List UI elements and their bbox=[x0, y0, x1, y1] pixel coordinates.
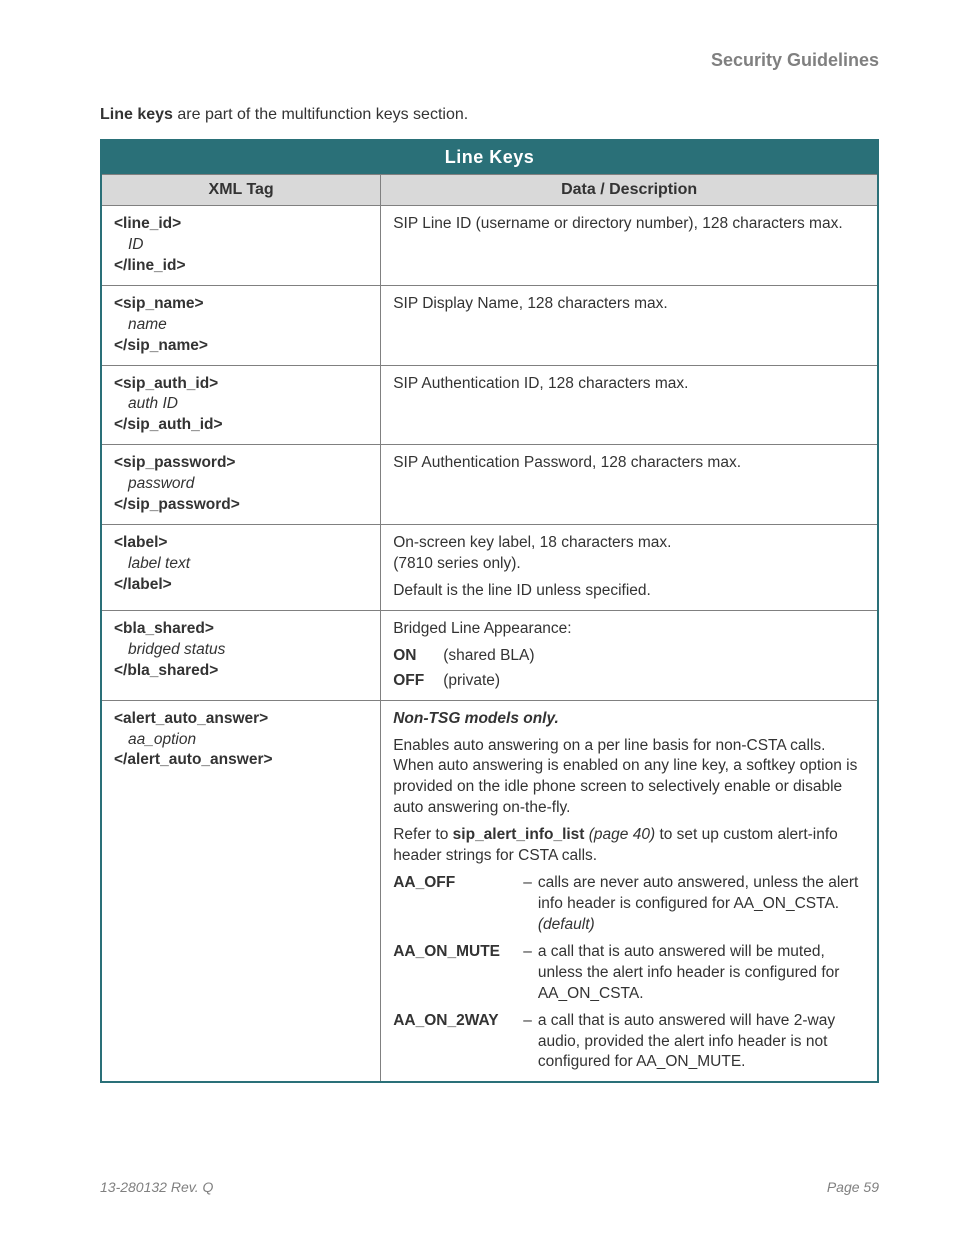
option-key: AA_OFF bbox=[393, 873, 523, 936]
option-key: ON bbox=[393, 646, 443, 667]
intro-lead: Line keys bbox=[100, 106, 173, 123]
page-footer: 13-280132 Rev. Q Page 59 bbox=[100, 1179, 879, 1195]
table-row: <label> label text </label> On-screen ke… bbox=[101, 525, 878, 611]
xml-tag-value: bridged status bbox=[114, 640, 225, 661]
desc-cell: Bridged Line Appearance: ON (shared BLA)… bbox=[381, 610, 878, 700]
xml-tag-value: auth ID bbox=[114, 394, 178, 415]
xml-tag-value: aa_option bbox=[114, 730, 196, 751]
xml-tag-close: </alert_auto_answer> bbox=[114, 751, 273, 768]
xml-tag-close: </label> bbox=[114, 576, 172, 593]
line-keys-table: Line Keys XML Tag Data / Description <li… bbox=[100, 139, 879, 1083]
option-value-text: calls are never auto answered, unless th… bbox=[538, 874, 859, 912]
intro-rest: are part of the multifunction keys secti… bbox=[173, 106, 468, 123]
xml-tag-open: <sip_password> bbox=[114, 454, 235, 471]
desc-para: Refer to sip_alert_info_list (page 40) t… bbox=[393, 825, 865, 867]
desc-lead: Bridged Line Appearance: bbox=[393, 620, 571, 637]
desc-cell: On-screen key label, 18 characters max. … bbox=[381, 525, 878, 611]
desc-para: Enables auto answering on a per line bas… bbox=[393, 736, 865, 820]
desc-ref-bold: sip_alert_info_list bbox=[453, 826, 585, 843]
footer-docid: 13-280132 Rev. Q bbox=[100, 1179, 213, 1195]
table-title-cell: Line Keys bbox=[101, 140, 878, 175]
xml-cell: <alert_auto_answer> aa_option </alert_au… bbox=[101, 700, 381, 1082]
xml-cell: <line_id> ID </line_id> bbox=[101, 206, 381, 286]
col-header-xml: XML Tag bbox=[101, 175, 381, 206]
xml-tag-open: <sip_auth_id> bbox=[114, 375, 218, 392]
table-row: <line_id> ID </line_id> SIP Line ID (use… bbox=[101, 206, 878, 286]
xml-tag-close: </sip_password> bbox=[114, 496, 240, 513]
xml-cell: <label> label text </label> bbox=[101, 525, 381, 611]
xml-tag-open: <bla_shared> bbox=[114, 620, 214, 637]
option-row: OFF (private) bbox=[393, 671, 865, 692]
option-key: OFF bbox=[393, 671, 443, 692]
option-row: ON (shared BLA) bbox=[393, 646, 865, 667]
option-key: AA_ON_2WAY bbox=[393, 1011, 523, 1074]
xml-tag-close: </sip_name> bbox=[114, 337, 208, 354]
xml-tag-close: </bla_shared> bbox=[114, 662, 218, 679]
xml-tag-value: label text bbox=[114, 554, 190, 575]
xml-tag-close: </sip_auth_id> bbox=[114, 416, 223, 433]
option-row: AA_ON_MUTE – a call that is auto answere… bbox=[393, 942, 865, 1005]
xml-tag-value: name bbox=[114, 315, 167, 336]
xml-tag-close: </line_id> bbox=[114, 257, 186, 274]
desc-ref-page: (page 40) bbox=[584, 826, 655, 843]
option-row: AA_ON_2WAY – a call that is auto answere… bbox=[393, 1011, 865, 1074]
xml-cell: <bla_shared> bridged status </bla_shared… bbox=[101, 610, 381, 700]
table-row: <sip_name> name </sip_name> SIP Display … bbox=[101, 285, 878, 365]
table-row: <bla_shared> bridged status </bla_shared… bbox=[101, 610, 878, 700]
option-separator: – bbox=[523, 942, 538, 1005]
option-key: AA_ON_MUTE bbox=[393, 942, 523, 1005]
xml-tag-open: <alert_auto_answer> bbox=[114, 710, 268, 727]
option-row: AA_OFF – calls are never auto answered, … bbox=[393, 873, 865, 936]
desc-line: Default is the line ID unless specified. bbox=[393, 581, 865, 602]
option-value: a call that is auto answered will be mut… bbox=[538, 942, 865, 1005]
option-separator: – bbox=[523, 873, 538, 936]
desc-line: On-screen key label, 18 characters max. bbox=[393, 534, 671, 551]
desc-cell: SIP Display Name, 128 characters max. bbox=[381, 285, 878, 365]
desc-cell: Non-TSG models only. Enables auto answer… bbox=[381, 700, 878, 1082]
xml-tag-value: ID bbox=[114, 235, 144, 256]
table-row: <sip_password> password </sip_password> … bbox=[101, 445, 878, 525]
xml-tag-open: <line_id> bbox=[114, 215, 181, 232]
table-header-row: XML Tag Data / Description bbox=[101, 175, 878, 206]
desc-cell: SIP Authentication Password, 128 charact… bbox=[381, 445, 878, 525]
desc-line: (7810 series only). bbox=[393, 555, 521, 572]
desc-note: Non-TSG models only. bbox=[393, 710, 559, 727]
option-value: calls are never auto answered, unless th… bbox=[538, 873, 865, 936]
table-row: <sip_auth_id> auth ID </sip_auth_id> SIP… bbox=[101, 365, 878, 445]
xml-tag-open: <label> bbox=[114, 534, 167, 551]
col-header-desc: Data / Description bbox=[381, 175, 878, 206]
table-row: <alert_auto_answer> aa_option </alert_au… bbox=[101, 700, 878, 1082]
desc-text: Refer to bbox=[393, 826, 452, 843]
section-header: Security Guidelines bbox=[100, 50, 879, 71]
option-value: (private) bbox=[443, 671, 865, 692]
xml-cell: <sip_auth_id> auth ID </sip_auth_id> bbox=[101, 365, 381, 445]
footer-page-number: Page 59 bbox=[827, 1179, 879, 1195]
option-value: a call that is auto answered will have 2… bbox=[538, 1011, 865, 1074]
xml-cell: <sip_name> name </sip_name> bbox=[101, 285, 381, 365]
option-default: (default) bbox=[538, 916, 595, 933]
xml-cell: <sip_password> password </sip_password> bbox=[101, 445, 381, 525]
option-value: (shared BLA) bbox=[443, 646, 865, 667]
desc-cell: SIP Line ID (username or directory numbe… bbox=[381, 206, 878, 286]
intro-paragraph: Line keys are part of the multifunction … bbox=[100, 106, 879, 124]
xml-tag-open: <sip_name> bbox=[114, 295, 204, 312]
option-separator: – bbox=[523, 1011, 538, 1074]
xml-tag-value: password bbox=[114, 474, 194, 495]
table-title-row: Line Keys bbox=[101, 140, 878, 175]
desc-cell: SIP Authentication ID, 128 characters ma… bbox=[381, 365, 878, 445]
